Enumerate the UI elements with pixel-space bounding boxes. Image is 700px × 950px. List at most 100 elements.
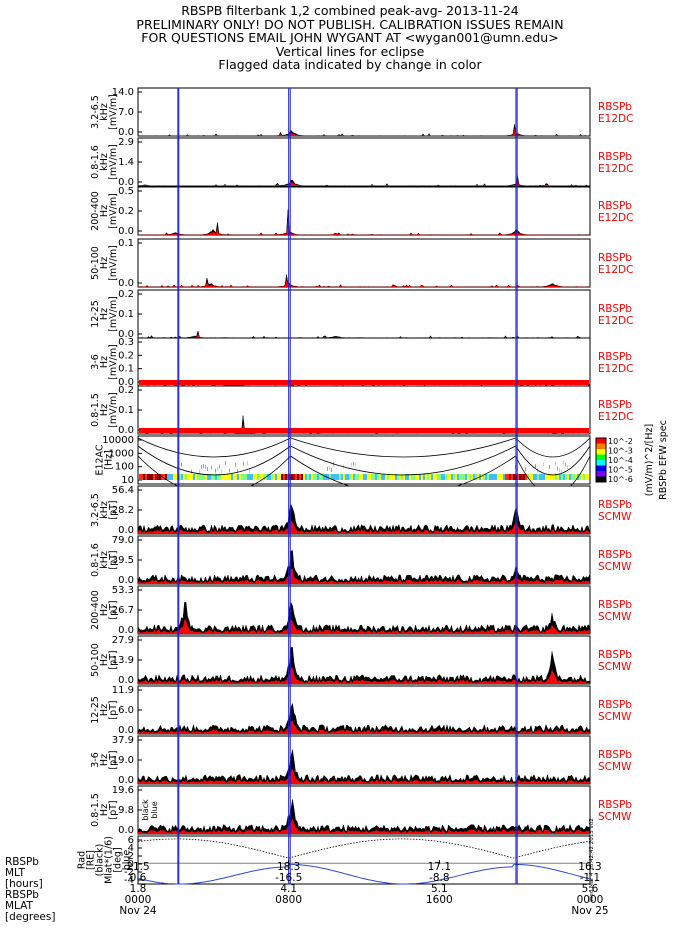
colorbar-tick: 10^-6 bbox=[608, 475, 633, 484]
spec-speck bbox=[561, 469, 562, 474]
spec-cell bbox=[499, 474, 501, 480]
spec-cell bbox=[523, 474, 525, 480]
spec-cell bbox=[561, 474, 563, 480]
flagged-trace bbox=[138, 667, 590, 684]
y-axis-label-line: [mV/m] bbox=[108, 344, 119, 380]
y-tick-label: 0.5 bbox=[118, 186, 134, 197]
spec-cell bbox=[303, 474, 305, 480]
x-tick-label: 0800 bbox=[275, 894, 302, 906]
x-tick-label: -16.5 bbox=[275, 872, 302, 884]
spec-cell bbox=[451, 474, 453, 480]
panel-frame bbox=[137, 785, 591, 835]
spec-cell bbox=[443, 474, 445, 480]
y-axis-label-line: [pT] bbox=[108, 650, 119, 669]
spec-cell bbox=[533, 474, 535, 480]
spec-cell bbox=[281, 474, 283, 480]
spec-cell bbox=[219, 474, 221, 480]
spec-cell bbox=[247, 474, 249, 480]
instrument-label: RBSPb bbox=[598, 649, 632, 661]
spec-cell bbox=[207, 474, 209, 480]
spec-cell bbox=[541, 474, 543, 480]
colorbar-cell bbox=[596, 471, 606, 477]
data-trace bbox=[137, 415, 591, 435]
instrument-label: E12DC bbox=[598, 113, 633, 125]
y-axis-label-line: Hz bbox=[99, 404, 110, 416]
spec-speck bbox=[215, 468, 216, 473]
colorbar-cell bbox=[596, 443, 606, 450]
spec-cell bbox=[495, 474, 497, 480]
spec-cell bbox=[169, 474, 171, 480]
spec-cell bbox=[153, 474, 155, 480]
spec-cell bbox=[553, 474, 555, 480]
data-trace bbox=[137, 124, 591, 137]
y-tick-label: 19.0 bbox=[112, 755, 134, 766]
panel-frame bbox=[137, 385, 591, 435]
x-tick-label: -1.1 bbox=[580, 872, 601, 884]
spec-cell bbox=[471, 474, 473, 480]
instrument-label: RBSPb bbox=[598, 799, 632, 811]
instrument-label: RBSPb bbox=[598, 749, 632, 761]
y-axis-label: 0.8-1.5Hz[mV/m] bbox=[90, 392, 119, 428]
y-axis-label-line: [RE] bbox=[86, 850, 97, 870]
spec-cell bbox=[203, 474, 205, 480]
instrument-label: E12DC bbox=[598, 212, 633, 224]
data-trace bbox=[137, 209, 591, 236]
spec-cell bbox=[165, 474, 167, 480]
y-axis-label-line: Hz bbox=[99, 704, 110, 716]
side-note-line: black bbox=[141, 799, 150, 821]
instrument-label: RBSPb bbox=[598, 303, 632, 315]
y-axis-label-line: 12-25 bbox=[90, 696, 101, 724]
spec-cell bbox=[315, 474, 317, 480]
y-axis-label: 3-6Hz[mV/m] bbox=[90, 344, 119, 380]
spec-cell bbox=[343, 474, 345, 480]
spec-speck bbox=[559, 468, 560, 473]
x-tick-label: -8.8 bbox=[429, 872, 450, 884]
y-tick-label: 0.0 bbox=[118, 278, 134, 289]
spec-speck bbox=[217, 466, 218, 471]
x-tick-label: 16.3 bbox=[578, 861, 601, 873]
spec-cell bbox=[173, 474, 175, 480]
y-tick-label: 26.7 bbox=[112, 605, 134, 616]
y-axis-label-line: Hz bbox=[99, 257, 110, 269]
spec-cell bbox=[333, 474, 335, 480]
instrument-label: SCMW bbox=[598, 511, 632, 523]
spec-cell bbox=[313, 474, 315, 480]
spec-cell bbox=[139, 474, 141, 480]
y-axis-label-line: Rad bbox=[77, 851, 88, 869]
spec-cell bbox=[521, 474, 523, 480]
y-axis-label-line: kHz bbox=[99, 103, 110, 121]
y-tick-label: 0.0 bbox=[118, 575, 134, 586]
spec-cell bbox=[147, 474, 149, 480]
spec-cell bbox=[417, 474, 419, 480]
y-axis-label-line: Hz bbox=[99, 205, 110, 217]
spec-cell bbox=[391, 474, 393, 480]
y-tick-label: 1.4 bbox=[118, 157, 134, 168]
spec-cell bbox=[201, 474, 203, 480]
spec-cell bbox=[217, 474, 219, 480]
spec-cell bbox=[159, 474, 161, 480]
spec-cell bbox=[449, 474, 451, 480]
spec-cell bbox=[183, 474, 185, 480]
spec-cell bbox=[157, 474, 159, 480]
spec-speck bbox=[331, 468, 332, 473]
y-axis-label-line: 0.8-1.6 bbox=[90, 145, 101, 179]
y-tick-label: 0.2 bbox=[118, 206, 134, 217]
panel-frame bbox=[137, 535, 591, 585]
spec-cell bbox=[435, 474, 437, 480]
spec-speck bbox=[355, 462, 356, 467]
title-line-5: Flagged data indicated by change in colo… bbox=[218, 57, 482, 72]
spec-cell bbox=[413, 474, 415, 480]
y-tick-label: 0.0 bbox=[118, 725, 134, 736]
radius-trace bbox=[137, 838, 591, 859]
spec-cell bbox=[257, 474, 259, 480]
spec-cell bbox=[509, 474, 511, 480]
spec-cell bbox=[429, 474, 431, 480]
timestamp-stamp: Wed Mar 4 18:42:42 2015 v02 bbox=[589, 818, 595, 902]
